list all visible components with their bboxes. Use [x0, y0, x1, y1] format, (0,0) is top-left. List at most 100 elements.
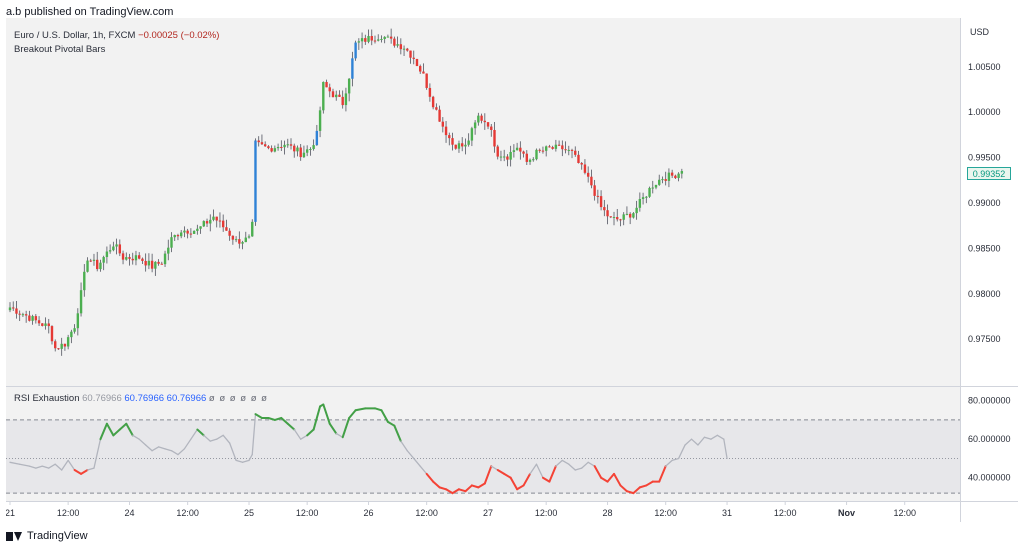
candle	[112, 241, 115, 252]
rsi-tick-label: 40.000000	[968, 473, 1011, 483]
rsi-line-segment	[216, 434, 224, 440]
candle	[338, 90, 341, 98]
candle	[176, 233, 180, 241]
candle	[54, 339, 57, 352]
rsi-line-segment	[561, 459, 570, 465]
rsi-line-segment	[535, 463, 544, 479]
tradingview-logo-icon	[6, 531, 22, 541]
rsi-line-segment	[41, 465, 50, 469]
rsi-line-segment	[183, 438, 192, 450]
candle	[47, 318, 50, 334]
rsi-line-segment	[600, 476, 609, 483]
rsi-line-segment	[286, 422, 296, 431]
candle	[247, 234, 251, 239]
candle	[512, 144, 516, 158]
candle	[641, 192, 645, 205]
candle	[202, 220, 205, 228]
candle	[60, 337, 63, 356]
time-tick-label: 12:00	[176, 508, 199, 518]
candle	[409, 50, 412, 64]
candle	[315, 124, 319, 146]
price-tick-label: 1.00000	[968, 107, 1001, 117]
rsi-line-segment	[61, 459, 69, 471]
rsi-line-segment	[386, 420, 396, 427]
price-pane-background	[6, 18, 960, 386]
candle	[370, 29, 373, 46]
legend-symbol-row: Euro / U.S. Dollar, 1h, FXCM −0.00025 (−…	[14, 29, 219, 43]
candle	[260, 134, 264, 145]
candle	[167, 239, 170, 261]
rsi-line-segment	[93, 438, 102, 469]
candle	[102, 255, 105, 271]
candle	[41, 323, 44, 327]
candle	[528, 158, 532, 165]
rsi-legend-null-values: ø ø ø ø ø ø	[208, 393, 268, 404]
time-tick-label: 12:00	[415, 508, 438, 518]
candle	[209, 214, 212, 232]
price-tick-label: 0.99000	[968, 198, 1001, 208]
candle	[393, 36, 396, 48]
rsi-line-segment	[164, 448, 173, 452]
tradingview-brand[interactable]: TradingView	[6, 530, 88, 542]
candle	[415, 58, 419, 67]
rsi-line-segment	[464, 484, 473, 493]
chart-frame[interactable]: 0.97500 0.98000 0.98500 0.99000 0.99500 1.000…	[6, 18, 1018, 522]
legend-symbol[interactable]: Euro / U.S. Dollar, 1h, FXCM	[14, 30, 136, 41]
candle	[312, 139, 315, 151]
candle	[37, 316, 41, 327]
candle	[24, 310, 28, 323]
candle	[254, 138, 257, 226]
candle	[21, 312, 25, 318]
candle	[360, 32, 364, 49]
rsi-line-segment	[354, 407, 367, 412]
candle	[322, 81, 325, 114]
candle	[428, 83, 432, 102]
rsi-line-segment	[222, 434, 231, 444]
brand-text: TradingView	[27, 530, 88, 542]
rsi-line-segment	[293, 428, 302, 440]
rsi-line-segment	[203, 434, 211, 442]
candle	[667, 168, 671, 188]
candle	[658, 174, 661, 186]
rsi-line-segment	[413, 457, 421, 467]
candle	[134, 250, 138, 266]
legend-indicator[interactable]: Breakout Pivotal Bars	[14, 44, 106, 55]
candle	[357, 38, 361, 50]
rsi-line-segment	[209, 438, 218, 442]
candle	[286, 138, 289, 148]
rsi-line-segment	[529, 463, 538, 475]
candle	[670, 169, 674, 179]
rsi-line-segment	[35, 465, 43, 469]
candle	[509, 145, 512, 167]
rsi-line-segment	[235, 459, 244, 463]
candle	[215, 216, 218, 228]
rsi-line-segment	[267, 416, 276, 421]
rsi-line-segment	[190, 428, 198, 440]
candle	[270, 145, 273, 153]
rsi-line-segment	[196, 428, 205, 437]
candle	[664, 171, 667, 186]
candle	[606, 204, 609, 225]
candle	[70, 329, 73, 344]
candle	[541, 146, 545, 154]
candle	[383, 36, 386, 44]
candle	[648, 186, 651, 198]
rsi-line-segment	[593, 465, 603, 479]
candle	[448, 132, 451, 146]
candle	[596, 189, 600, 204]
candle	[386, 34, 390, 38]
rsi-line-segment	[335, 432, 344, 438]
rsi-legend-name[interactable]: RSI Exhaustion	[14, 393, 80, 404]
rsi-line-segment	[496, 469, 506, 475]
candle	[173, 234, 176, 241]
candle	[66, 334, 70, 350]
candle	[628, 212, 632, 225]
candle	[63, 343, 67, 351]
rsi-line-segment	[251, 413, 257, 456]
rsi-line-segment	[438, 486, 448, 491]
chart-canvas[interactable]: 0.97500 0.98000 0.98500 0.99000 0.99500 1.000…	[6, 18, 1018, 522]
rsi-line-segment	[457, 488, 467, 493]
rsi-line-segment	[151, 446, 160, 452]
rsi-line-segment	[54, 463, 63, 471]
rsi-line-segment	[373, 407, 383, 412]
